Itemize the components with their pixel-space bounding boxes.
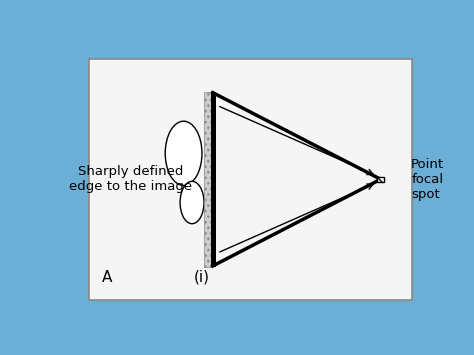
Text: Point
focal
spot: Point focal spot [411, 158, 444, 201]
Bar [89, 59, 412, 300]
Ellipse shape [180, 181, 204, 224]
Text: Sharply defined
edge to the image: Sharply defined edge to the image [69, 165, 192, 193]
Bar [211, 92, 216, 267]
Text: A: A [101, 269, 112, 284]
Text: (i): (i) [193, 269, 210, 284]
Bar [377, 176, 384, 182]
Bar [204, 92, 211, 267]
Ellipse shape [165, 121, 202, 185]
